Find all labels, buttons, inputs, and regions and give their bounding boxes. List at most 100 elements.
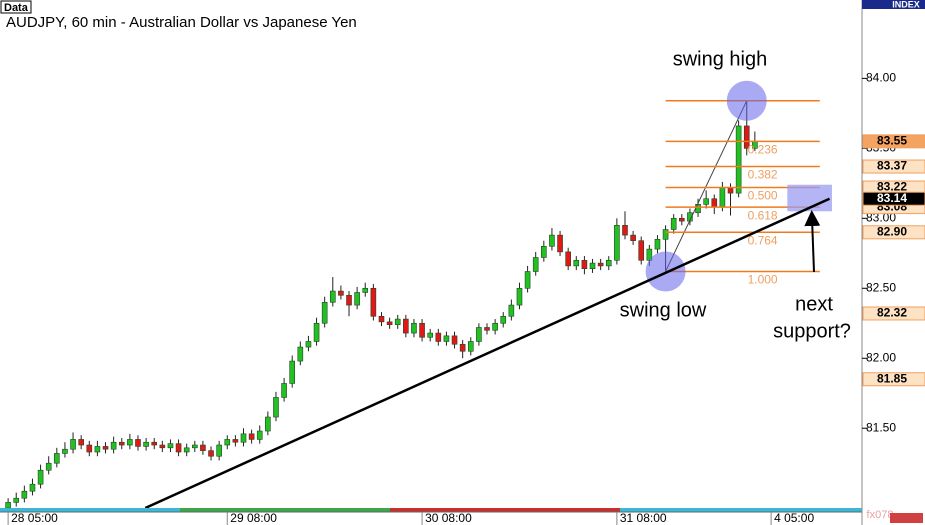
- candle-body: [386, 321, 393, 325]
- x-tick-label: 30 08:00: [425, 511, 472, 525]
- plot-area: 0.236 0.382 0.500 0.618 0.764 1.000: [5, 80, 832, 508]
- candle-body: [565, 251, 571, 267]
- candle-body: [192, 444, 198, 449]
- candle-body: [224, 439, 231, 446]
- candle-body: [679, 218, 685, 222]
- candle-body: [208, 450, 214, 457]
- candle-body: [403, 318, 409, 334]
- price-box-label: 81.85: [877, 371, 907, 385]
- candle-body: [573, 259, 580, 267]
- candle-body: [127, 439, 133, 446]
- chart-title: AUDJPY, 60 min - Australian Dollar vs Ja…: [6, 14, 357, 31]
- candle-body: [54, 453, 60, 464]
- price-box-label: 82.90: [877, 224, 907, 238]
- candle-body: [321, 301, 328, 324]
- annotation: swing high: [673, 48, 768, 70]
- candle-body: [362, 287, 369, 293]
- candle-body: [467, 341, 474, 352]
- candle-body: [459, 343, 466, 352]
- price-box-label: 83.37: [877, 159, 907, 173]
- y-tick-label: 82.50: [866, 280, 896, 294]
- candle-body: [419, 322, 425, 338]
- x-tick-label: 4 05:00: [774, 511, 814, 525]
- candle-body: [21, 490, 28, 499]
- candle-body: [622, 225, 628, 236]
- candle-body: [45, 462, 52, 471]
- x-tick-label: 29 08:00: [230, 511, 277, 525]
- price-box: [862, 225, 925, 240]
- candle-body: [589, 262, 596, 269]
- candle-body: [313, 322, 320, 342]
- price-box: [862, 191, 925, 206]
- candle-body: [305, 341, 312, 348]
- trend-line: [144, 197, 831, 508]
- x-tick-label: 31 08:00: [620, 511, 667, 525]
- candle-body: [378, 315, 385, 323]
- candle-body: [175, 443, 182, 453]
- candle-body: [167, 443, 174, 449]
- data-button-label[interactable]: Data: [4, 2, 29, 14]
- candle-body: [86, 444, 93, 453]
- session-strip: [390, 508, 620, 512]
- candle-body: [670, 218, 677, 230]
- session-strip: [620, 508, 862, 512]
- candle-body: [289, 360, 296, 384]
- candle-body: [5, 502, 11, 508]
- candle-body: [159, 444, 166, 449]
- annotation: support?: [773, 320, 851, 342]
- price-box-label: 82.32: [877, 306, 907, 320]
- candle-body: [703, 198, 709, 205]
- data-button[interactable]: [0, 0, 32, 14]
- candle-body: [354, 292, 360, 306]
- price-box-label: 83.55: [877, 134, 907, 148]
- annotation: next: [795, 293, 833, 315]
- fib-ratio-label: 0.382: [748, 168, 778, 182]
- candle-body: [719, 187, 726, 208]
- price-box: [862, 372, 925, 387]
- candle-body: [256, 430, 263, 440]
- fib-ratio-label: 0.618: [748, 208, 778, 222]
- candle-body: [743, 125, 750, 149]
- candle-body: [183, 447, 190, 453]
- candle-body: [427, 332, 433, 338]
- candle-body: [630, 234, 636, 242]
- fib-ratio-label: 1.000: [748, 273, 778, 287]
- candle-body: [557, 234, 563, 253]
- candle-body: [370, 287, 377, 317]
- candle-body: [151, 441, 158, 446]
- candle-body: [216, 444, 222, 457]
- annotation: swing low: [620, 299, 707, 321]
- candle-body: [62, 448, 68, 454]
- candle-body: [110, 441, 117, 450]
- annotation-arrow: [804, 210, 821, 273]
- watermark: fx078: [867, 509, 894, 521]
- candle-body: [37, 469, 44, 485]
- index-label: INDEX: [892, 0, 920, 9]
- candle-body: [711, 198, 718, 208]
- fib-ratio-label: 0.236: [748, 143, 778, 157]
- candle-body: [29, 483, 36, 492]
- candle-body: [605, 259, 612, 267]
- candle-body: [102, 446, 109, 450]
- candle-body: [200, 444, 206, 451]
- candle-body: [248, 433, 255, 440]
- candle-body: [443, 335, 450, 342]
- session-strip: [180, 508, 390, 512]
- swing-high-marker: [726, 80, 767, 121]
- candle-body: [411, 322, 417, 334]
- candle-body: [549, 234, 555, 247]
- candle-body: [597, 262, 604, 267]
- candle-body: [265, 416, 271, 432]
- price-box-label: 83.14: [877, 191, 907, 205]
- candle-body: [727, 187, 734, 194]
- candle-body: [508, 304, 515, 317]
- candle-body: [240, 433, 247, 443]
- index-band: [862, 0, 925, 9]
- candle-body: [614, 225, 620, 261]
- price-box: [862, 159, 925, 174]
- toolbar-icons[interactable]: [890, 513, 923, 523]
- candle-body: [654, 239, 661, 250]
